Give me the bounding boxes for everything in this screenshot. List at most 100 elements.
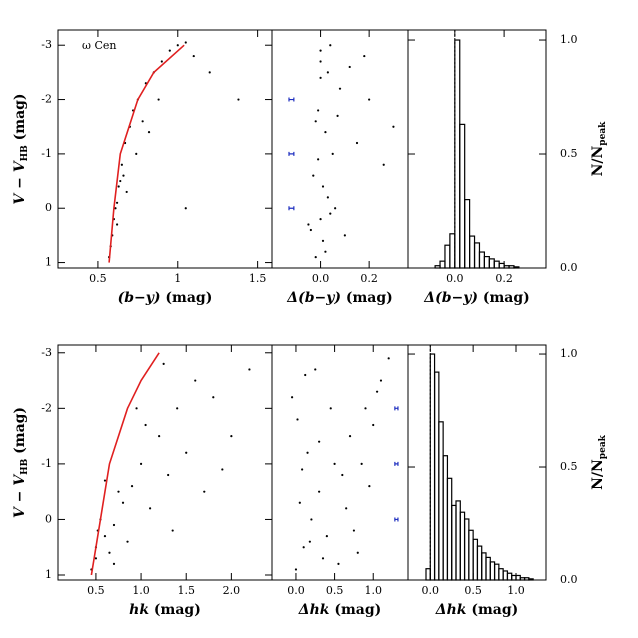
y-axis-label: V − VHB (mag): [12, 407, 30, 518]
x-axis-label-part: Δhk: [298, 602, 330, 618]
point: [341, 473, 344, 477]
histogram-bar: [508, 265, 515, 269]
point: [184, 41, 187, 44]
point: [334, 207, 337, 210]
point: [301, 468, 304, 471]
point: [121, 501, 125, 504]
point: [356, 551, 359, 554]
point: [94, 557, 98, 560]
histogram-bar: [433, 371, 440, 581]
histogram-bar: [502, 570, 509, 581]
histogram-bar: [488, 258, 495, 269]
histogram-bar: [498, 262, 505, 269]
y-tick-label: 1.0: [560, 33, 578, 46]
error-bar: [288, 206, 295, 211]
point: [248, 368, 251, 371]
point: [296, 418, 299, 421]
x-tick-label: 0.0: [312, 272, 330, 285]
x-axis-label-part: Δ(b−y): [423, 290, 478, 306]
histogram-bar: [493, 260, 500, 269]
point: [114, 207, 117, 210]
point: [314, 256, 317, 259]
point: [171, 529, 174, 532]
point: [103, 479, 107, 482]
y-tick-label: -2: [41, 401, 52, 414]
y-axis-label-part: V − V: [12, 473, 28, 518]
histogram-bar: [506, 572, 513, 581]
histogram-bar: [528, 578, 534, 581]
histogram-bar: [449, 233, 456, 269]
x-axis-label-part: Δhk: [435, 602, 467, 618]
histogram-bar: [498, 568, 504, 581]
point: [379, 379, 383, 382]
panel-frame: [407, 29, 547, 269]
point: [304, 373, 307, 377]
histogram-bar: [476, 545, 483, 581]
histogram-bar: [438, 421, 444, 581]
x-axis-label-part: Δ(b−y): [286, 290, 341, 306]
annotation: ω Cen: [82, 39, 116, 52]
point: [319, 60, 322, 63]
x-axis-label: Δ(b−y) (mag): [423, 290, 530, 306]
x-tick-label: 1.5: [177, 584, 195, 597]
x-axis-label: Δhk (mag): [298, 602, 382, 618]
point: [363, 54, 366, 58]
histogram-bar: [489, 561, 496, 581]
x-axis-label: hk (mag): [129, 602, 201, 618]
x-axis-label: (b−y) (mag): [118, 290, 213, 306]
point: [184, 207, 187, 210]
point: [348, 435, 352, 438]
point: [290, 396, 294, 399]
point: [112, 562, 116, 565]
x-tick-label: 1.0: [364, 584, 382, 597]
histogram-bar: [523, 577, 530, 581]
point: [185, 451, 188, 454]
point: [115, 201, 119, 204]
point: [126, 540, 129, 543]
error-bar: [288, 151, 295, 156]
point: [108, 551, 111, 554]
histogram-bar: [493, 563, 500, 581]
histogram-bar: [485, 556, 491, 581]
x-tick-label: 1: [174, 272, 181, 285]
x-axis-label-part: (mag): [466, 602, 518, 618]
point: [230, 435, 233, 438]
point: [130, 485, 134, 488]
x-tick-label: 0.2: [360, 272, 378, 285]
histogram-bar: [513, 266, 520, 269]
point: [160, 60, 163, 63]
point: [368, 485, 371, 488]
point: [343, 234, 346, 237]
y-tick-label: -1: [41, 457, 52, 470]
point: [352, 529, 356, 532]
x-tick-label: 0.0: [287, 584, 305, 597]
panel-frame: [271, 344, 409, 581]
error-bar: [394, 406, 399, 411]
histogram-bar: [425, 568, 431, 581]
point: [319, 49, 322, 52]
y-axis-label-part: N/N: [590, 459, 606, 490]
x-axis-label-part: (mag): [341, 290, 393, 306]
point: [135, 407, 138, 410]
histogram-bar: [444, 244, 451, 269]
histogram-bar: [468, 529, 474, 581]
x-tick-label: 0.5: [326, 584, 344, 597]
histogram-bar: [454, 39, 461, 269]
y-axis-label-part: peak: [598, 434, 608, 459]
point: [319, 217, 322, 221]
y-tick-label: 0.5: [560, 460, 578, 473]
point: [119, 179, 122, 183]
point: [317, 158, 320, 161]
histogram-bar: [434, 265, 441, 269]
histogram-bar: [519, 577, 526, 581]
x-axis-label-part: (mag): [478, 290, 530, 306]
point: [203, 490, 206, 493]
point: [325, 535, 328, 538]
x-axis-label-part: hk: [129, 602, 149, 618]
point: [375, 390, 379, 393]
point: [122, 174, 125, 177]
y-tick-label: 1: [45, 256, 52, 269]
histogram-bar: [503, 265, 510, 269]
y-tick-label: -3: [41, 38, 52, 51]
